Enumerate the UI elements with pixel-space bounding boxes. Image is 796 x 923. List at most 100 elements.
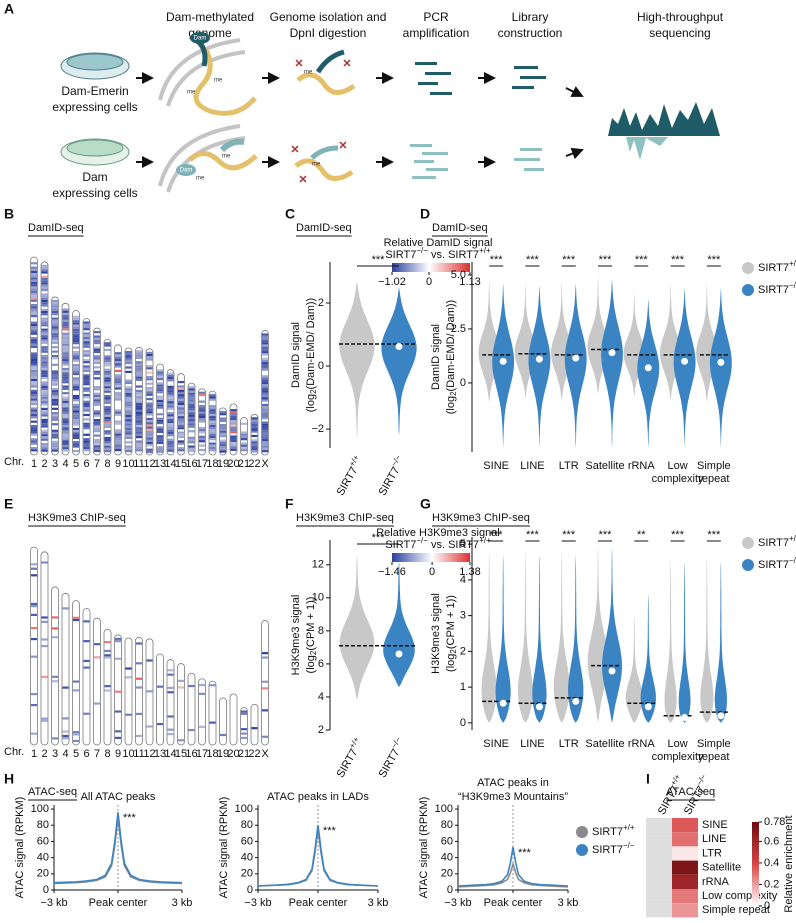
band <box>167 392 174 395</box>
band <box>62 717 69 720</box>
band <box>94 339 100 343</box>
band <box>94 410 100 413</box>
legend-title: Relative H3K9me3 signal <box>376 527 500 539</box>
band <box>41 420 48 424</box>
band <box>146 420 153 423</box>
legend-label: SIRT7+/+ <box>758 259 796 274</box>
band <box>83 321 90 324</box>
band <box>52 313 58 316</box>
chromosome <box>61 302 70 456</box>
band <box>52 431 58 435</box>
panel-title: DamID-seq <box>296 222 352 234</box>
band <box>104 441 111 444</box>
band <box>73 381 79 384</box>
band <box>209 435 216 439</box>
band <box>94 342 100 345</box>
band <box>52 319 58 322</box>
violin <box>553 551 570 723</box>
row-label: LINE <box>702 833 726 845</box>
methyl-label: me <box>196 176 205 182</box>
band <box>136 686 142 689</box>
band <box>83 666 90 669</box>
band <box>52 330 58 333</box>
band <box>83 402 90 406</box>
x-tick-label: complexity <box>652 751 704 763</box>
band <box>62 414 69 417</box>
band <box>52 306 58 309</box>
x-tick-label: Simple <box>697 738 731 750</box>
chromosome-label: 4 <box>62 458 68 470</box>
band <box>220 733 226 737</box>
band <box>188 403 195 406</box>
band <box>157 417 163 420</box>
band <box>94 370 100 373</box>
band <box>31 268 37 271</box>
band <box>209 396 216 399</box>
band <box>146 411 153 414</box>
band <box>73 689 79 692</box>
band <box>125 441 132 444</box>
median-dot <box>572 697 580 705</box>
band <box>83 369 90 373</box>
band <box>31 343 37 346</box>
band <box>136 403 142 406</box>
y-axis-label: DamID signal <box>290 322 302 388</box>
band <box>94 392 100 395</box>
x-tick-label: Peak center <box>484 897 543 909</box>
y-tick-label: 80 <box>441 819 453 831</box>
band <box>104 445 111 448</box>
band <box>41 335 48 338</box>
band <box>188 405 195 409</box>
band <box>62 420 69 423</box>
band <box>73 368 79 371</box>
band <box>209 442 216 445</box>
text-part: (log <box>305 394 317 412</box>
legend-marker <box>742 559 754 571</box>
band <box>146 358 153 361</box>
band <box>73 434 79 437</box>
legend-title: Relative DamID signal <box>384 237 493 249</box>
band <box>94 337 100 340</box>
chr-label: Chr. <box>4 456 24 468</box>
chromosome-label: 17 <box>196 748 208 760</box>
band <box>41 394 48 397</box>
significance: *** <box>707 529 721 541</box>
band <box>83 323 90 326</box>
band <box>262 379 268 382</box>
band <box>199 429 205 432</box>
band <box>83 440 90 443</box>
band <box>136 370 142 373</box>
band <box>52 299 58 303</box>
band <box>104 439 111 442</box>
band <box>104 432 111 435</box>
band <box>167 405 174 408</box>
band <box>31 315 37 318</box>
band <box>52 394 58 397</box>
chart-title: ATAC peaks in <box>477 777 549 789</box>
band <box>31 262 37 265</box>
band <box>31 385 37 388</box>
band <box>83 424 90 428</box>
band <box>157 395 163 398</box>
band <box>125 408 132 411</box>
band <box>230 413 237 416</box>
x-tick-label: SINE <box>483 738 509 750</box>
band <box>178 411 184 414</box>
chromosome <box>229 693 238 746</box>
band <box>62 409 69 412</box>
band <box>41 368 48 371</box>
band <box>73 423 79 426</box>
step-title: Genome isolation and <box>270 10 387 24</box>
band <box>146 351 153 355</box>
band <box>146 437 153 440</box>
band <box>178 400 184 403</box>
text-part: (CPM + 1)) <box>305 597 317 651</box>
band <box>73 320 79 323</box>
band <box>41 330 48 333</box>
band <box>209 424 216 428</box>
band <box>52 737 58 740</box>
band <box>115 374 121 377</box>
violin <box>568 554 584 723</box>
band <box>94 394 100 398</box>
band <box>262 406 268 409</box>
